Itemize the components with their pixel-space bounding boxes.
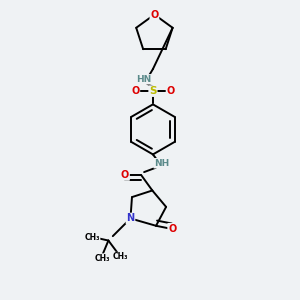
Text: HN: HN — [136, 75, 152, 84]
Text: N: N — [126, 214, 134, 224]
Text: O: O — [121, 170, 129, 180]
Text: NH: NH — [154, 159, 170, 168]
Text: S: S — [149, 86, 157, 96]
Text: O: O — [150, 10, 158, 20]
Text: CH₃: CH₃ — [95, 254, 110, 263]
Text: CH₃: CH₃ — [85, 233, 100, 242]
Text: CH₃: CH₃ — [112, 252, 128, 261]
Text: O: O — [168, 224, 176, 234]
Text: O: O — [167, 86, 175, 96]
Text: O: O — [131, 86, 140, 96]
